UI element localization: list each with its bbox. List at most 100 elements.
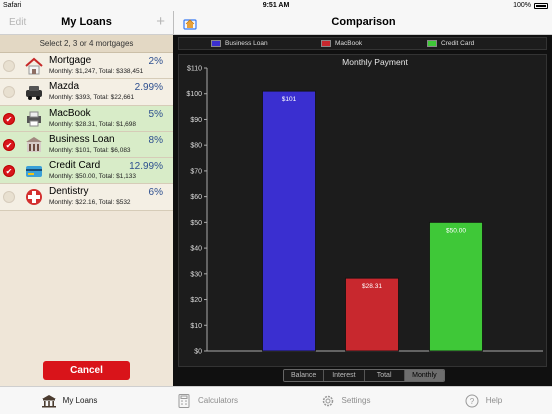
- y-tick-label: $90: [190, 117, 202, 124]
- loan-name: Mazda: [49, 81, 80, 93]
- unchecked-icon[interactable]: [3, 191, 15, 204]
- loan-details: Monthly: $22.16, Total: $532: [49, 199, 131, 207]
- loan-row[interactable]: Dentistry 6% Monthly: $22.16, Total: $532: [0, 184, 173, 211]
- y-tick-label: $100: [186, 91, 202, 98]
- house-icon: [24, 56, 44, 76]
- comparison-navbar: Comparison: [173, 11, 552, 35]
- loan-rate: 2%: [148, 56, 163, 67]
- tab-calculators[interactable]: Calculators: [138, 387, 276, 414]
- edit-button[interactable]: Edit: [9, 17, 27, 28]
- checkmark-icon[interactable]: ✔: [3, 112, 15, 125]
- legend-item: MacBook: [321, 40, 362, 47]
- add-loan-button[interactable]: +: [156, 13, 165, 30]
- battery-icon: [534, 2, 548, 9]
- gear-icon: [320, 394, 336, 408]
- bar-business-loan: [262, 90, 316, 352]
- y-tick-label: $70: [190, 168, 202, 175]
- status-bar: Safari 9:51 AM 100%: [0, 0, 552, 11]
- loan-details: Monthly: $50.00, Total: $1,133: [49, 173, 136, 181]
- segment-monthly[interactable]: Monthly: [404, 370, 444, 381]
- y-tick-label: $80: [190, 143, 202, 150]
- checkmark-icon[interactable]: ✔: [3, 138, 15, 151]
- legend-swatch: [211, 40, 221, 47]
- y-tick-label: $30: [190, 271, 202, 278]
- help-icon: ?: [464, 394, 480, 408]
- bar-value-label: $101: [282, 96, 297, 103]
- loan-row[interactable]: ✔ Business Loan 8% Monthly: $101, Total: $6…: [0, 131, 173, 159]
- unchecked-icon[interactable]: [3, 86, 15, 99]
- metric-segmented-control: Balance Interest Total Monthly: [283, 369, 445, 382]
- loan-details: Monthly: $28.31, Total: $1,698: [49, 120, 136, 128]
- legend-swatch: [427, 40, 437, 47]
- y-tick-label: $10: [190, 323, 202, 330]
- battery-percent: 100%: [513, 2, 531, 9]
- y-tick-label: $60: [190, 194, 202, 201]
- legend-label: Business Loan: [225, 40, 268, 47]
- bank-icon: [41, 394, 57, 408]
- selection-hint: Select 2, 3 or 4 mortgages: [0, 35, 173, 53]
- battery-indicator: 100%: [513, 2, 548, 9]
- printer-icon: [24, 109, 44, 129]
- y-tick-label: $50: [190, 220, 202, 227]
- legend-swatch: [321, 40, 331, 47]
- bar-value-label: $28.31: [362, 283, 382, 290]
- bar-value-label: $50.00: [446, 227, 466, 234]
- tab-label: Help: [485, 396, 503, 405]
- calculator-icon: [176, 393, 192, 408]
- loan-name: Mortgage: [49, 55, 92, 66]
- legend-label: MacBook: [335, 40, 363, 47]
- loan-name: Business Loan: [49, 133, 115, 145]
- credit-card-icon: [24, 161, 44, 181]
- loans-navbar: Edit My Loans +: [0, 11, 173, 35]
- loan-row[interactable]: ✔ MacBook 5% Monthly: $28.31, Total: $1,698: [0, 105, 173, 132]
- chart-title: Monthly Payment: [342, 57, 408, 67]
- bar-macbook: [345, 277, 399, 352]
- segment-interest[interactable]: Interest: [324, 370, 365, 381]
- unchecked-icon[interactable]: [3, 60, 15, 72]
- building-icon: [24, 135, 44, 155]
- bar-credit-card: [429, 221, 483, 352]
- loan-list: Mortgage 2% Monthly: $1,247, Total: $338,4…: [0, 53, 173, 211]
- car-icon: [24, 82, 44, 102]
- loan-rate: 6%: [148, 187, 163, 199]
- loan-row[interactable]: Mazda 2.99% Monthly: $393, Total: $22,661: [0, 79, 173, 106]
- checkmark-icon[interactable]: ✔: [3, 165, 15, 178]
- tab-bar: My Loans Calculators Settings? Help: [0, 386, 552, 414]
- y-tick-label: $20: [190, 297, 202, 304]
- comparison-title: Comparison: [331, 16, 396, 28]
- y-tick-label: $0: [194, 349, 202, 356]
- y-tick-label: $110: [187, 66, 202, 73]
- loan-rate: 2.99%: [134, 82, 163, 94]
- share-icon[interactable]: [182, 15, 198, 30]
- tab-label: Calculators: [197, 396, 238, 405]
- svg-text:?: ?: [470, 397, 475, 406]
- loan-name: Credit Card: [49, 160, 101, 172]
- legend-label: Credit Card: [441, 40, 475, 47]
- tab-help[interactable]: ? Help: [414, 387, 552, 414]
- segment-balance[interactable]: Balance: [284, 370, 325, 381]
- segment-total[interactable]: Total: [364, 370, 405, 381]
- cancel-button[interactable]: Cancel: [43, 361, 130, 380]
- loans-title: My Loans: [61, 16, 112, 28]
- loan-rate: 8%: [148, 134, 163, 146]
- loan-row[interactable]: ✔ Credit Card 12.99% Monthly: $50.00, Total…: [0, 158, 173, 185]
- tab-my-loans[interactable]: My Loans: [0, 387, 138, 414]
- legend-item: Credit Card: [427, 40, 474, 47]
- loans-sidebar: Edit My Loans + Select 2, 3 or 4 mortgag…: [0, 11, 173, 386]
- loan-details: Monthly: $1,247, Total: $338,451: [49, 68, 144, 75]
- tab-label: Settings: [341, 396, 371, 405]
- tab-settings[interactable]: Settings: [276, 387, 414, 414]
- loan-name: MacBook: [49, 107, 91, 119]
- loan-rate: 12.99%: [129, 161, 163, 173]
- loan-details: Monthly: $101, Total: $6,083: [49, 146, 131, 154]
- loan-row[interactable]: Mortgage 2% Monthly: $1,247, Total: $338,4…: [0, 53, 173, 80]
- y-tick-label: $40: [190, 246, 202, 253]
- chart-area: Monthly Payment $0 $10 $20 $30 $40 $50 $60 $70 $8…: [178, 54, 547, 367]
- comparison-pane: Comparison Business Loan MacBook Credit Ca…: [173, 11, 552, 386]
- chart-legend: Business Loan MacBook Credit Card: [178, 37, 547, 50]
- carrier-label: Safari: [3, 2, 22, 9]
- medical-cross-icon: [24, 187, 44, 207]
- legend-item: Business Loan: [211, 40, 268, 47]
- loan-name: Dentistry: [49, 186, 89, 198]
- loan-rate: 5%: [148, 108, 163, 120]
